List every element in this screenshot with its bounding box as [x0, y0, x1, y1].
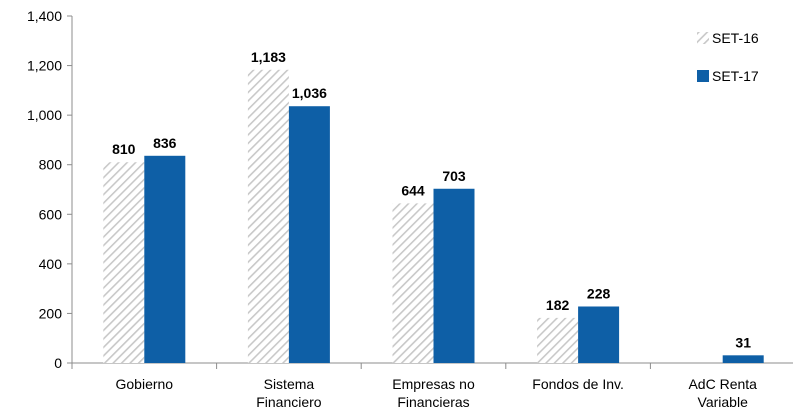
bar-set-16 — [537, 317, 579, 363]
data-label-set-16: 644 — [401, 182, 425, 198]
category-label: AdC Renta Variable — [688, 376, 757, 410]
category-label-line: Financieras — [397, 394, 469, 410]
y-tick-label: 800 — [39, 157, 63, 173]
legend-swatch-set-16 — [697, 32, 709, 44]
category-label: Empresas no Financieras — [392, 376, 475, 410]
bar-set-17 — [288, 106, 330, 363]
data-label-set-16: 182 — [546, 297, 570, 313]
category-label-line: Sistema — [264, 376, 315, 392]
category-label-line: Financiero — [256, 394, 322, 410]
data-label-set-17: 1,036 — [292, 85, 327, 101]
bar-set-17 — [144, 155, 186, 363]
data-label-set-17: 228 — [587, 285, 611, 301]
legend-label-set-17: SET-17 — [712, 68, 759, 84]
legend-swatch-set-17 — [697, 70, 709, 82]
category-label: Sistema Financiero — [256, 376, 322, 410]
y-tick-label: 1,000 — [27, 107, 62, 123]
legend: SET-16 SET-17 — [697, 30, 759, 84]
data-label-set-17: 703 — [442, 168, 466, 184]
data-label-set-16: 1,183 — [251, 49, 286, 65]
y-tick-label: 1,400 — [27, 8, 62, 24]
category-label-line: Fondos de Inv. — [532, 376, 624, 392]
category-label-line: AdC Renta — [688, 376, 757, 392]
data-labels: 810 836 1,183 1,036 644 703 182 228 31 — [112, 49, 751, 351]
category-label-line: Variable — [698, 394, 749, 410]
category-label-line: Empresas no — [392, 376, 475, 392]
y-tick-label: 400 — [39, 256, 63, 272]
bar-set-16 — [247, 69, 289, 363]
category-label: Gobierno — [116, 376, 174, 392]
data-label-set-16: 810 — [112, 141, 136, 157]
category-label-line: Gobierno — [116, 376, 174, 392]
y-tick-label: 200 — [39, 305, 63, 321]
bar-set-16 — [103, 162, 145, 363]
data-label-set-17: 31 — [735, 334, 751, 350]
bars — [103, 69, 764, 363]
y-tick-label: 1,200 — [27, 58, 62, 74]
y-tick-label: 0 — [54, 355, 62, 371]
y-tick-label: 600 — [39, 206, 63, 222]
bar-set-16 — [392, 203, 434, 363]
axes: 0 200 400 600 800 1,000 1,200 1,400 Gobierno Sist… — [27, 8, 793, 410]
bar-set-17 — [578, 306, 620, 363]
bar-set-17 — [433, 188, 475, 363]
bar-set-17 — [722, 355, 764, 363]
category-label: Fondos de Inv. — [532, 376, 624, 392]
data-label-set-17: 836 — [153, 135, 177, 151]
legend-label-set-16: SET-16 — [712, 30, 759, 46]
